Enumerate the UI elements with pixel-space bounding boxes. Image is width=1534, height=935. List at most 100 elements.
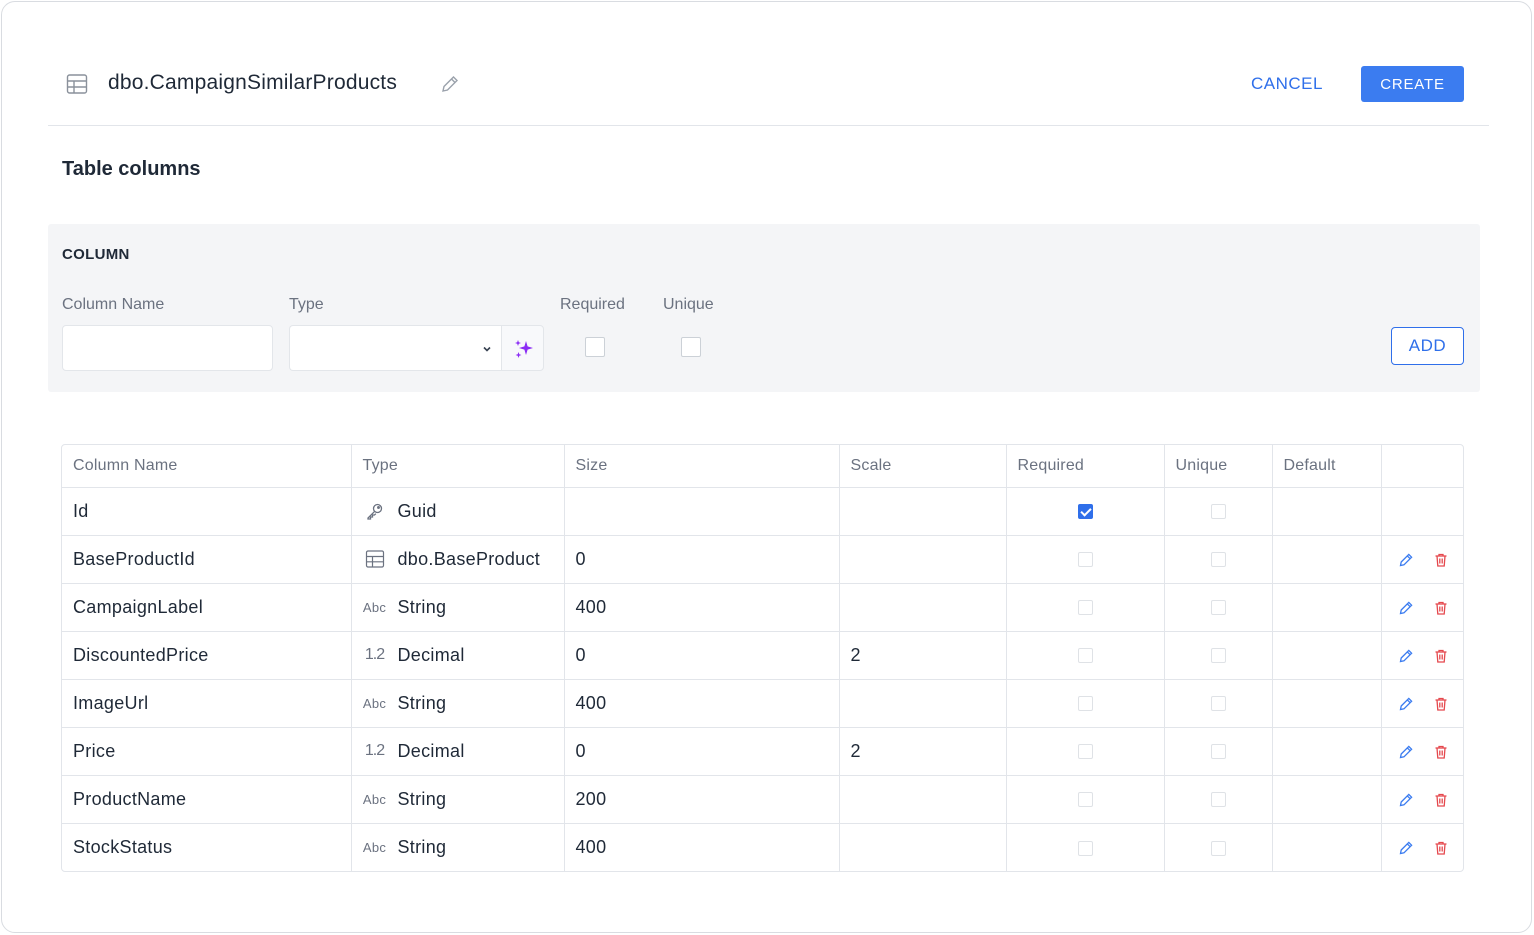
table-icon: [363, 549, 387, 569]
column-form: COLUMN Column Name Type Required Unique …: [48, 224, 1480, 392]
trash-icon[interactable]: [1433, 792, 1449, 808]
unique-cell: [1164, 679, 1273, 728]
scale-cell: [839, 823, 1007, 871]
table-header-row: Column Name Type Size Scale Required Uni…: [62, 445, 1463, 488]
section-title: Table columns: [62, 158, 201, 180]
scale-cell: 2: [839, 631, 1007, 680]
edit-icon[interactable]: [1398, 696, 1414, 712]
trash-icon[interactable]: [1433, 696, 1449, 712]
add-column-button[interactable]: ADD: [1391, 327, 1464, 365]
unique-checkbox[interactable]: [1210, 648, 1226, 664]
column-name-cell: Price: [62, 727, 352, 776]
dialog-header: dbo.CampaignSimilarProducts CANCEL CREAT…: [48, 42, 1489, 126]
required-checkbox[interactable]: [1077, 648, 1093, 664]
default-cell: [1272, 487, 1382, 536]
type-label: Guid: [397, 500, 437, 521]
table-row: DiscountedPrice 1.2 Decimal 0 2: [62, 631, 1463, 680]
decimal-icon: 1.2: [364, 646, 385, 663]
auto-type-button[interactable]: [501, 325, 544, 371]
size-cell: 400: [564, 823, 840, 871]
edit-icon[interactable]: [1398, 840, 1414, 856]
columns-table: Column Name Type Size Scale Required Uni…: [61, 444, 1464, 872]
table-icon: [66, 74, 88, 94]
edit-icon[interactable]: [1398, 552, 1414, 568]
edit-icon[interactable]: [1398, 744, 1414, 760]
column-name-cell: StockStatus: [62, 823, 352, 871]
header-default: Default: [1272, 445, 1382, 488]
chevron-down-icon: [483, 346, 491, 352]
scale-cell: [839, 679, 1007, 728]
unique-cell: [1164, 583, 1273, 632]
scale-cell: [839, 583, 1007, 632]
column-name-cell: ProductName: [62, 775, 352, 824]
size-cell: 0: [564, 535, 840, 584]
header-column-name: Column Name: [62, 445, 352, 488]
unique-checkbox[interactable]: [1210, 504, 1226, 520]
required-cell: [1006, 823, 1165, 871]
actions-cell: [1381, 775, 1463, 824]
required-checkbox[interactable]: [1077, 504, 1093, 520]
column-name-cell: BaseProductId: [62, 535, 352, 584]
column-name-cell: ImageUrl: [62, 679, 352, 728]
column-name-input[interactable]: [62, 325, 273, 371]
header-required: Required: [1006, 445, 1165, 488]
unique-checkbox[interactable]: [1210, 600, 1226, 616]
table-row: Id Guid: [62, 487, 1463, 536]
unique-checkbox[interactable]: [681, 337, 701, 357]
unique-checkbox[interactable]: [1210, 792, 1226, 808]
unique-cell: [1164, 775, 1273, 824]
type-cell: Abc String: [351, 583, 565, 632]
type-cell: Abc String: [351, 823, 565, 871]
required-checkbox[interactable]: [1077, 600, 1093, 616]
required-cell: [1006, 535, 1165, 584]
default-cell: [1272, 823, 1382, 871]
trash-icon[interactable]: [1433, 744, 1449, 760]
type-label: String: [397, 788, 447, 809]
required-cell: [1006, 679, 1165, 728]
unique-checkbox[interactable]: [1210, 696, 1226, 712]
header-actions: [1381, 445, 1463, 488]
table-title: dbo.CampaignSimilarProducts: [108, 71, 398, 94]
required-cell: [1006, 631, 1165, 680]
required-checkbox[interactable]: [1077, 552, 1093, 568]
type-label: String: [397, 836, 447, 857]
edit-icon[interactable]: [1398, 648, 1414, 664]
required-label: Required: [560, 296, 625, 313]
type-cell: Abc String: [351, 775, 565, 824]
type-cell: 1.2 Decimal: [351, 631, 565, 680]
type-select[interactable]: [289, 325, 502, 371]
unique-checkbox[interactable]: [1210, 552, 1226, 568]
unique-checkbox[interactable]: [1210, 744, 1226, 760]
required-checkbox[interactable]: [1077, 792, 1093, 808]
trash-icon[interactable]: [1433, 600, 1449, 616]
trash-icon[interactable]: [1433, 552, 1449, 568]
edit-icon[interactable]: [1398, 792, 1414, 808]
type-label: String: [397, 692, 447, 713]
cancel-button[interactable]: CANCEL: [1236, 66, 1338, 102]
string-icon: Abc: [362, 791, 387, 807]
unique-checkbox[interactable]: [1210, 840, 1226, 856]
table-row: ProductName Abc String 200: [62, 775, 1463, 824]
string-icon: Abc: [362, 839, 387, 855]
scale-cell: [839, 775, 1007, 824]
create-button[interactable]: CREATE: [1361, 66, 1464, 102]
edit-icon[interactable]: [1398, 600, 1414, 616]
trash-icon[interactable]: [1433, 648, 1449, 664]
required-checkbox[interactable]: [1077, 744, 1093, 760]
required-checkbox[interactable]: [1077, 840, 1093, 856]
type-label: String: [397, 596, 447, 617]
string-icon: Abc: [362, 599, 387, 615]
header-type: Type: [351, 445, 565, 488]
required-checkbox[interactable]: [585, 337, 605, 357]
actions-cell: [1381, 487, 1463, 536]
default-cell: [1272, 727, 1382, 776]
size-cell: 200: [564, 775, 840, 824]
required-cell: [1006, 583, 1165, 632]
default-cell: [1272, 631, 1382, 680]
key-icon: [363, 501, 387, 521]
required-checkbox[interactable]: [1077, 696, 1093, 712]
scale-cell: [839, 487, 1007, 536]
pencil-icon[interactable]: [440, 74, 460, 94]
trash-icon[interactable]: [1433, 840, 1449, 856]
header-scale: Scale: [839, 445, 1007, 488]
